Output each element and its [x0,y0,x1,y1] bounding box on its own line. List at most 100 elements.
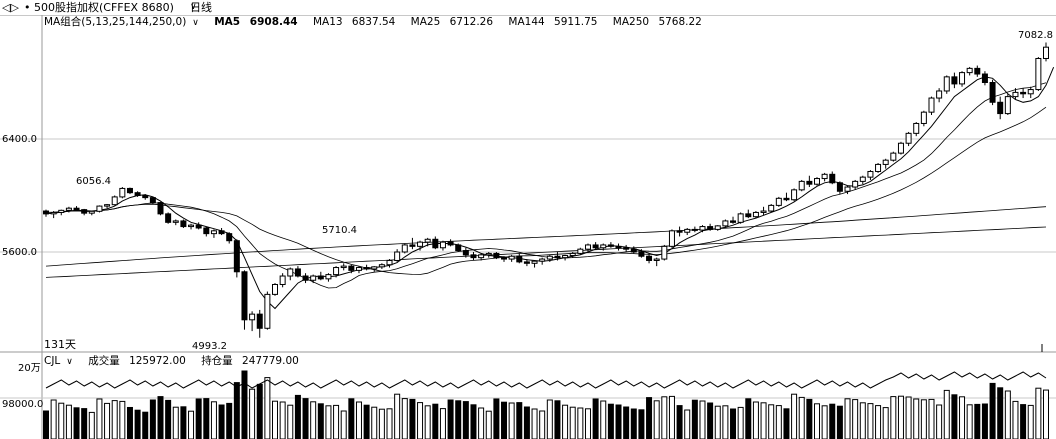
candle [371,266,378,270]
volume-bar [279,401,286,439]
candle [50,211,57,215]
volume-bar [584,408,591,439]
candle [172,220,179,223]
volume-bars [43,370,1049,439]
volume-bar [386,408,393,439]
volume-bar [714,405,721,439]
volume-bar [615,404,622,439]
candle [233,240,240,273]
candle [730,220,737,223]
volume-bar [340,410,347,439]
instrument-title[interactable]: • 500股指加权(CFFEX 8680) [24,1,174,14]
candle [554,255,561,259]
candle [203,227,210,235]
candle [401,244,408,253]
volume-bar [699,400,706,439]
volume-bar [50,399,57,439]
candle [852,180,859,188]
volume-bar [638,409,645,439]
candle [653,258,660,261]
ma-indicator-selector[interactable]: MA组合(5,13,25,144,250,0) ∨ [44,16,199,28]
candle [149,197,156,204]
volume-bar [844,398,851,439]
volume-bar [791,393,798,439]
candle [859,176,866,182]
volume-bar [653,400,660,439]
candle [294,268,301,277]
volume-bar [111,400,118,439]
volume-bar [455,400,462,439]
candle [256,313,263,329]
volume-bar [43,410,49,439]
volume-bar [928,398,935,439]
volume-bar [226,402,233,439]
volume-bar [875,405,882,439]
candle [584,244,591,250]
volume-bar [859,402,866,439]
candle [668,230,675,247]
volume-bar [126,406,133,439]
volume-bar [241,370,248,439]
day-count: 131天 [44,338,76,351]
volume-bar [371,406,378,439]
volume-bar [294,394,301,439]
candle [272,283,279,295]
candle [1020,91,1027,95]
candle [302,275,309,281]
candle [508,255,515,260]
candle [188,224,195,228]
candle [890,152,897,161]
volume-bar [96,398,103,439]
candle [126,187,133,194]
ma144-line [45,206,1047,267]
volume-bar [462,401,469,439]
volume-bar [775,405,782,439]
volume-bar [905,396,912,439]
volume-bar [668,395,675,439]
candle [340,265,347,269]
volume-bar [882,407,889,439]
ma5-line [45,67,1055,310]
candle [165,213,172,223]
candle [310,275,317,281]
volume-bar [966,404,973,439]
volume-bar [256,383,263,439]
mid-high-annotation: 5710.4 [322,225,357,236]
ma13-value: MA13 6837.54 [312,16,396,28]
volume-bar [806,398,813,439]
candle [195,224,202,229]
candle [745,213,752,218]
candle [470,254,477,259]
candle [363,267,370,270]
volume-bar [287,404,294,439]
volume-bar [233,382,240,439]
volume-bar [195,398,202,439]
high-annotation: 7082.8 [1018,30,1053,41]
candle [1027,89,1034,95]
back-forward-icon[interactable]: ◁▷ [2,1,19,14]
volume-bar [951,394,958,439]
candle [134,192,141,197]
candle [279,275,286,285]
candle [974,67,981,75]
volume-axis-label-mid: 98000.0 [2,399,44,410]
candle [287,268,294,277]
candle [516,255,523,263]
volume-indicator-selector[interactable]: CJL ∨ [44,355,73,367]
volume-bar [829,403,836,439]
candle [88,210,95,214]
candle [623,247,630,250]
chevron-down-icon: ∨ [190,2,197,12]
volume-bar [302,398,309,439]
candle [897,142,904,154]
volume-bar [661,396,668,439]
candle [920,111,927,124]
volume-bar [203,398,210,439]
candle [737,213,744,223]
candle [783,197,790,201]
volume-bar [768,404,775,439]
ma25-value: MA25 6712.26 [410,16,494,28]
volume-bar [607,403,614,439]
candle [394,251,401,261]
